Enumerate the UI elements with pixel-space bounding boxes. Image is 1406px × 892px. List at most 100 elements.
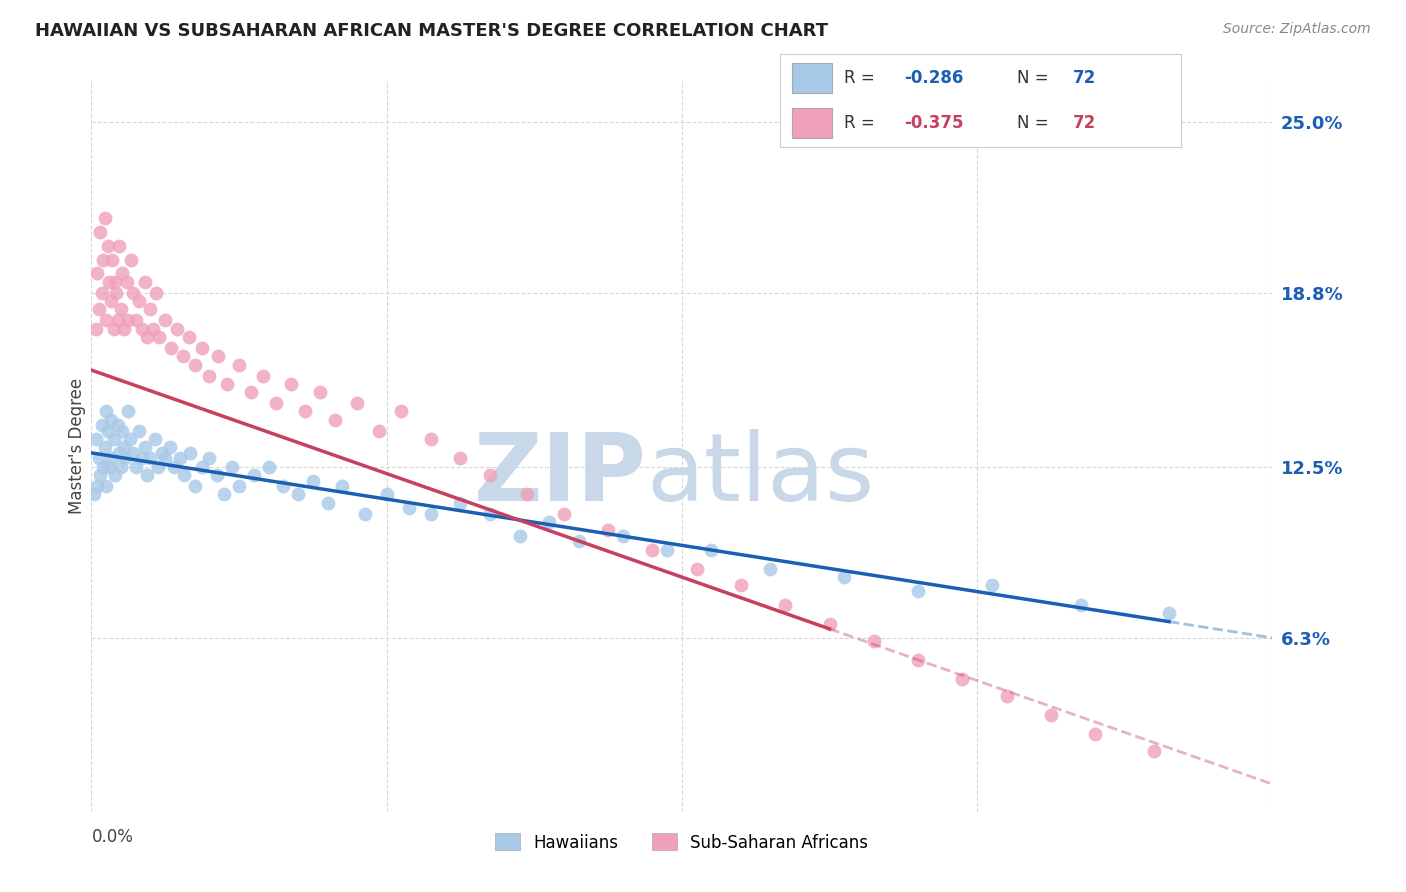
Point [142, 321, 165, 335]
Text: R =: R = [845, 69, 880, 87]
Point [389, 404, 413, 418]
Point [89, 225, 111, 239]
Point [89, 467, 111, 482]
Point [217, 376, 239, 391]
Point [131, 451, 153, 466]
Point [419, 507, 441, 521]
Point [98, 275, 121, 289]
Point [183, 479, 207, 493]
Point [107, 313, 129, 327]
Point [117, 313, 139, 327]
Point [818, 617, 841, 632]
Point [83, 487, 105, 501]
Point [110, 302, 132, 317]
Point [205, 467, 228, 482]
Text: -0.286: -0.286 [904, 69, 965, 87]
Text: HAWAIIAN VS SUBSAHARAN AFRICAN MASTER'S DEGREE CORRELATION CHART: HAWAIIAN VS SUBSAHARAN AFRICAN MASTER'S … [35, 22, 828, 40]
Point [110, 459, 132, 474]
Point [191, 459, 214, 474]
Point [97, 239, 120, 253]
Point [1159, 606, 1181, 620]
Point [252, 368, 274, 383]
Point [375, 487, 398, 501]
Point [450, 495, 472, 509]
Point [93, 441, 115, 455]
Point [107, 418, 129, 433]
Point [509, 529, 531, 543]
Point [730, 578, 752, 592]
Point [478, 507, 502, 521]
Point [450, 451, 472, 466]
Point [121, 285, 143, 300]
Point [221, 459, 243, 474]
Point [685, 562, 707, 576]
Point [90, 285, 112, 300]
Point [179, 446, 201, 460]
Point [145, 285, 167, 300]
Point [323, 413, 346, 427]
Point [160, 341, 183, 355]
Text: N =: N = [1017, 114, 1053, 132]
Point [108, 446, 131, 460]
Point [101, 451, 124, 466]
Point [641, 542, 664, 557]
Point [118, 432, 141, 446]
Point [104, 467, 127, 482]
Point [150, 446, 173, 460]
Point [93, 211, 115, 226]
Point [101, 252, 124, 267]
Point [124, 313, 148, 327]
Point [128, 294, 150, 309]
Point [105, 285, 128, 300]
Point [103, 432, 125, 446]
Point [117, 404, 139, 418]
Point [950, 672, 973, 686]
Y-axis label: Master's Degree: Master's Degree [67, 378, 86, 514]
Point [907, 653, 929, 667]
Point [516, 487, 538, 501]
Point [228, 358, 250, 372]
Point [316, 495, 339, 509]
Point [243, 467, 266, 482]
Point [907, 583, 929, 598]
Point [114, 451, 136, 466]
Point [136, 467, 159, 482]
Point [239, 385, 262, 400]
Point [183, 358, 207, 372]
Point [264, 396, 287, 410]
Point [86, 479, 108, 493]
Point [981, 578, 1004, 592]
Point [537, 515, 560, 529]
Point [98, 459, 121, 474]
Point [166, 321, 188, 335]
Text: atlas: atlas [647, 429, 875, 521]
Point [84, 321, 107, 335]
Point [131, 321, 153, 335]
Text: -0.375: -0.375 [904, 114, 965, 132]
Point [280, 376, 302, 391]
FancyBboxPatch shape [793, 63, 832, 93]
Point [553, 507, 575, 521]
Point [159, 441, 181, 455]
Point [90, 418, 112, 433]
Point [96, 313, 118, 327]
Point [207, 349, 229, 363]
Point [139, 302, 162, 317]
Point [773, 598, 796, 612]
Point [1069, 598, 1091, 612]
Point [97, 424, 120, 438]
Point [287, 487, 309, 501]
Point [112, 321, 135, 335]
Point [148, 330, 170, 344]
Text: ZIP: ZIP [474, 429, 647, 521]
Point [177, 330, 200, 344]
Point [153, 313, 177, 327]
Point [87, 451, 110, 466]
Text: 72: 72 [1073, 114, 1097, 132]
Text: N =: N = [1017, 69, 1053, 87]
Point [273, 479, 295, 493]
Point [143, 432, 166, 446]
Point [128, 424, 150, 438]
Text: R =: R = [845, 114, 880, 132]
Point [169, 451, 191, 466]
